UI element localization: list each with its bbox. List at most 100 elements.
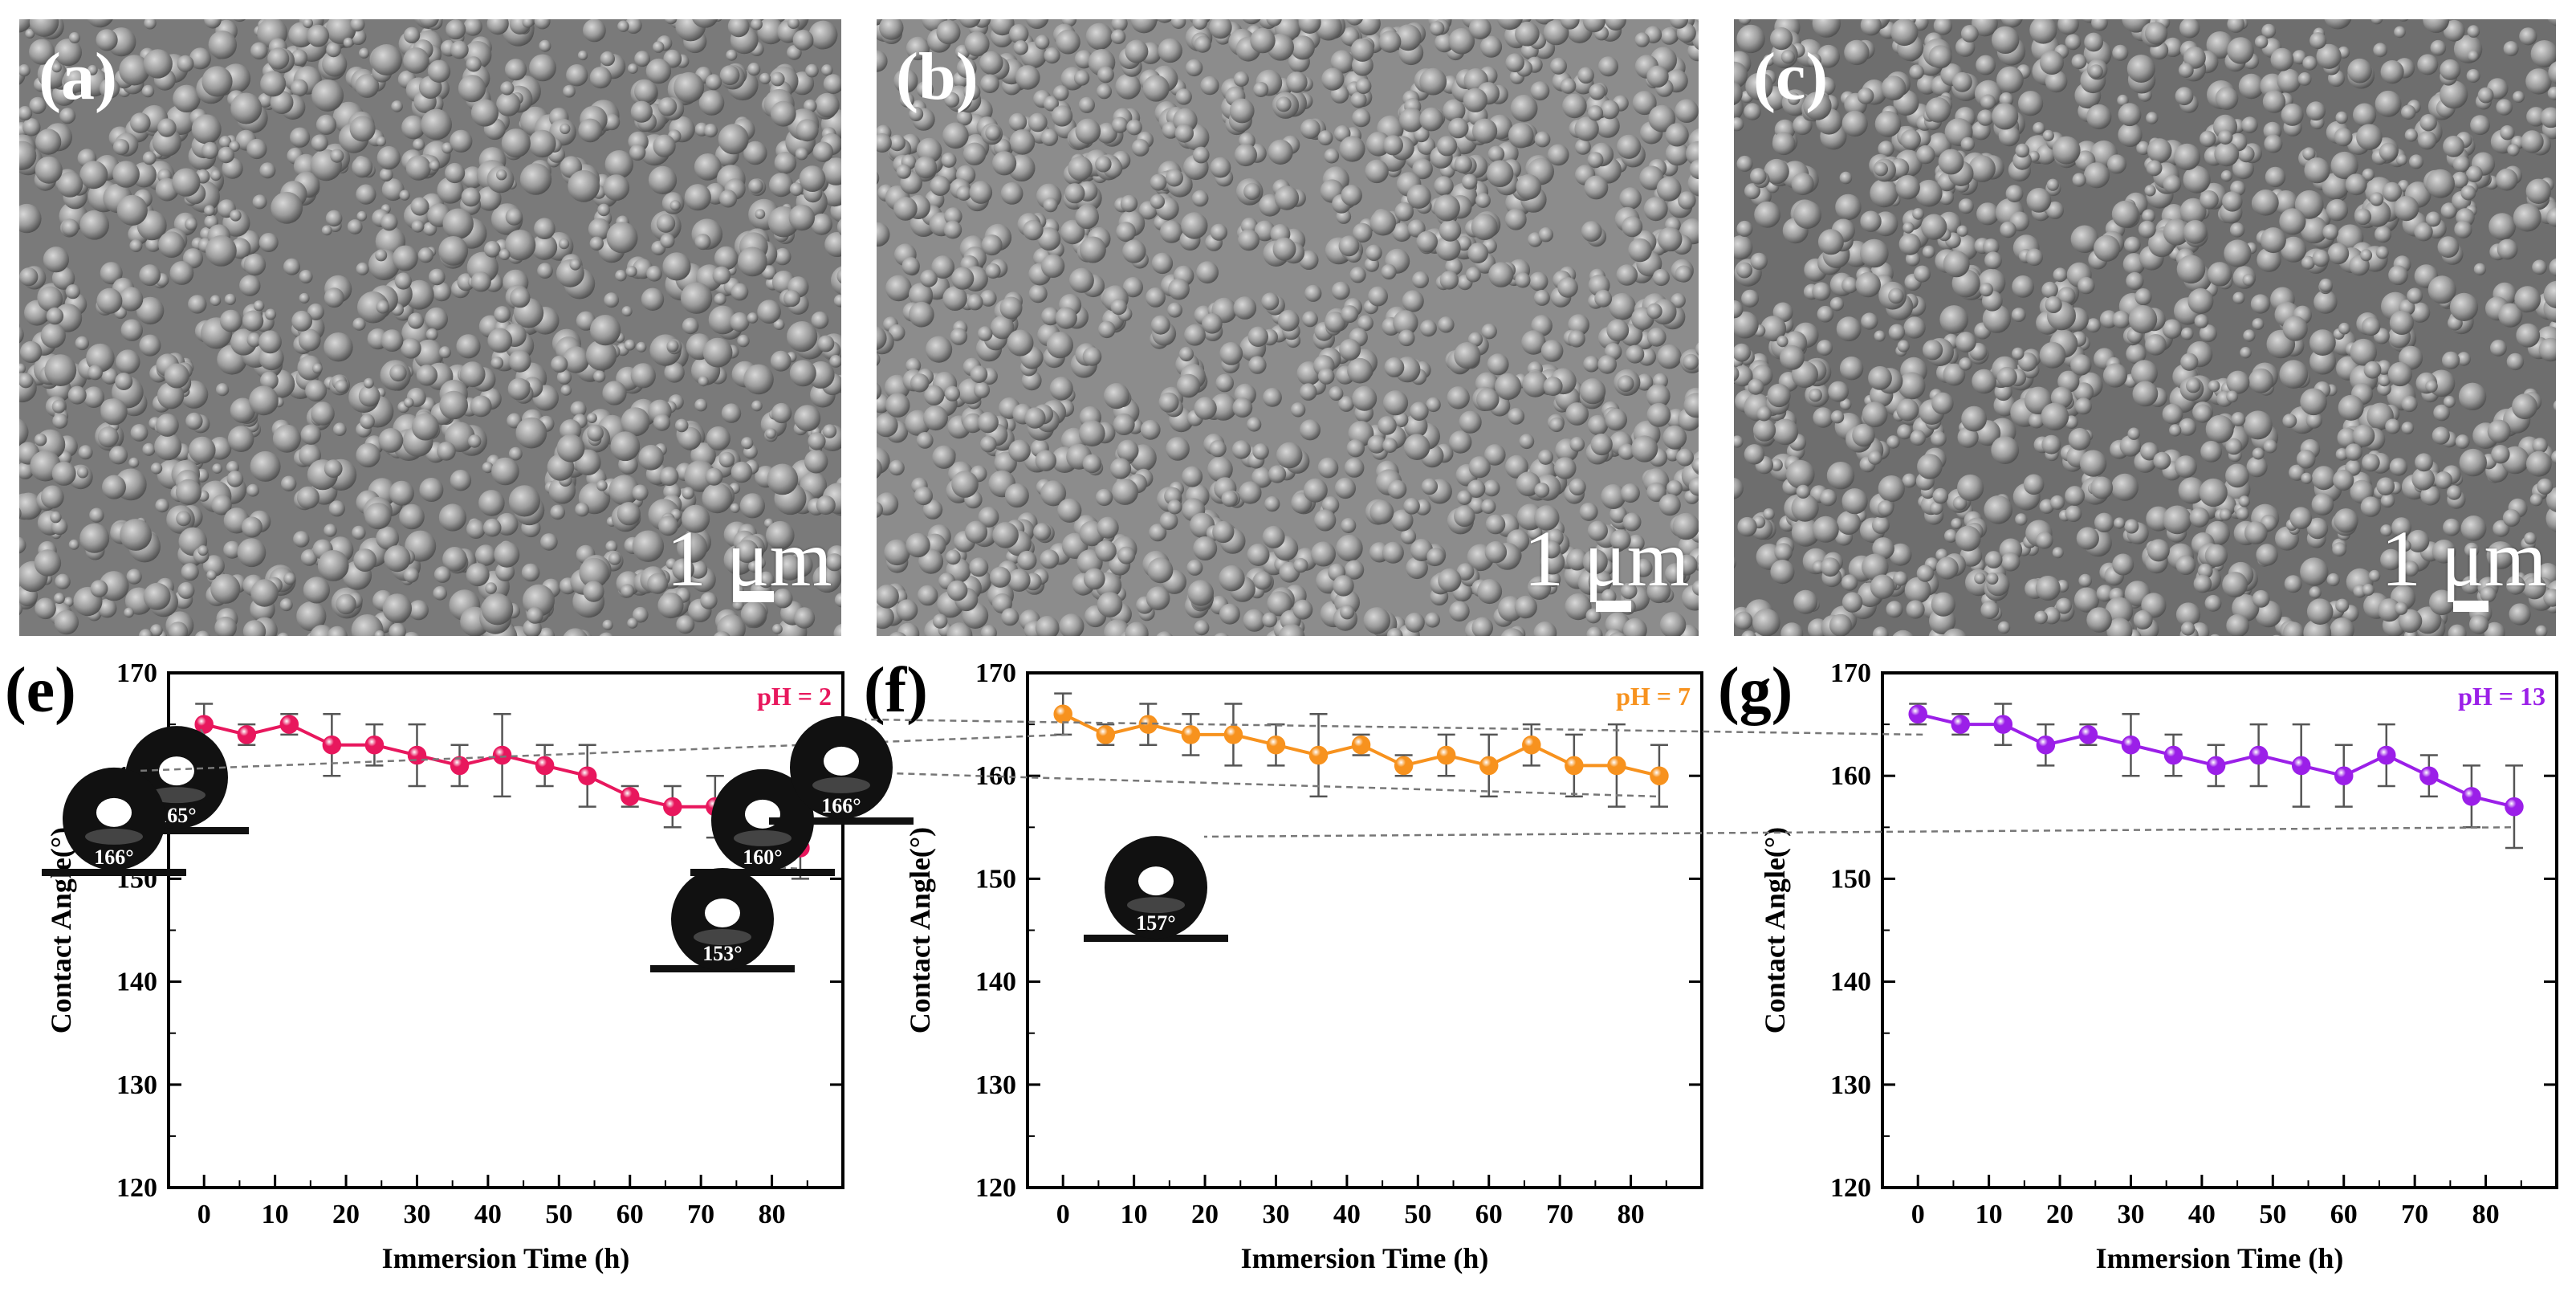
- droplet-inset-end: 153°: [650, 867, 795, 972]
- x-tick-label-60: 60: [2330, 1200, 2358, 1229]
- y-tick-label-120: 120: [116, 1173, 157, 1203]
- data-point: [620, 787, 640, 806]
- x-tick-label-30: 30: [2117, 1200, 2144, 1229]
- y-tick-label-140: 140: [1830, 968, 1871, 997]
- data-point: [2036, 735, 2056, 755]
- y-tick-label-120: 120: [975, 1173, 1016, 1203]
- droplet-inset-end-label: 153°: [702, 942, 742, 965]
- data-point: [2291, 756, 2311, 776]
- inset-arrow: [137, 733, 1068, 772]
- sem-grains: [19, 19, 841, 636]
- chart-e-ph2: 12013014015016017001020304050607080Immer…: [0, 658, 859, 1293]
- panel-label-e: (e): [5, 655, 76, 726]
- data-point: [1394, 756, 1414, 776]
- y-tick-label-150: 150: [975, 864, 1016, 894]
- x-tick-label-10: 10: [1976, 1200, 2003, 1229]
- x-tick-label-30: 30: [1262, 1200, 1289, 1229]
- y-tick-label-140: 140: [975, 968, 1016, 997]
- scale-bar-b: [1596, 601, 1631, 612]
- x-tick-label-0: 0: [197, 1200, 211, 1229]
- inset-arrow: [865, 718, 1923, 736]
- x-tick-label-20: 20: [2046, 1200, 2073, 1229]
- y-tick-label-120: 120: [1830, 1173, 1871, 1203]
- y-tick-label-130: 130: [1830, 1070, 1871, 1100]
- y-tick-label-150: 150: [1830, 864, 1871, 894]
- x-tick-label-30: 30: [403, 1200, 430, 1229]
- data-point: [2505, 797, 2524, 817]
- scale-bar-c: [2453, 601, 2489, 612]
- droplet-inset-start: 166°: [42, 767, 186, 876]
- x-tick-label-0: 0: [1056, 1200, 1070, 1229]
- x-tick-label-20: 20: [332, 1200, 360, 1229]
- data-point: [1908, 704, 1927, 724]
- y-tick-label-170: 170: [975, 658, 1016, 688]
- data-point: [1565, 756, 1584, 776]
- data-point: [663, 797, 682, 817]
- data-point: [1522, 735, 1541, 755]
- x-tick-label-50: 50: [2259, 1200, 2286, 1229]
- sem-grains: [1734, 19, 2556, 636]
- data-point: [2248, 745, 2269, 765]
- data-point: [2462, 787, 2481, 806]
- x-axis-label: Immersion Time (h): [1241, 1242, 1489, 1274]
- data-point: [2377, 745, 2396, 765]
- data-point: [1223, 725, 1243, 744]
- y-axis-label: Contact Angle(°): [45, 827, 77, 1033]
- x-tick-label-0: 0: [1911, 1200, 1925, 1229]
- ph-label: pH = 2: [757, 682, 832, 711]
- data-point: [2121, 735, 2141, 755]
- y-tick-label-130: 130: [116, 1070, 157, 1100]
- chart-g-svg: 120 130 140 150 160 170 0 10 20 30 40 50 60 70 80 Immer…: [769, 658, 2558, 1274]
- sem-image-c: (c) 1 μm: [1734, 19, 2556, 636]
- panel-label-g: (g): [1718, 655, 1793, 726]
- data-point: [1951, 715, 1971, 734]
- sem-image-b: (b) 1 μm: [877, 19, 1699, 636]
- y-tick-label-130: 130: [975, 1070, 1016, 1100]
- x-tick-label-60: 60: [617, 1200, 644, 1229]
- x-tick-label-40: 40: [474, 1200, 502, 1229]
- x-tick-label-40: 40: [2188, 1200, 2216, 1229]
- chart-e-svg: 12013014015016017001020304050607080Immer…: [45, 658, 844, 1274]
- x-tick-label-50: 50: [545, 1200, 572, 1229]
- scale-bar-label-c: 1 μm: [2381, 514, 2547, 603]
- data-point: [1479, 756, 1499, 776]
- data-point: [237, 725, 257, 744]
- data-point: [2334, 766, 2354, 785]
- data-point: [1181, 725, 1201, 744]
- x-tick-label-70: 70: [2401, 1200, 2428, 1229]
- x-axis-label: Immersion Time (h): [382, 1242, 630, 1274]
- x-tick-label-10: 10: [1121, 1200, 1148, 1229]
- data-point: [322, 735, 342, 755]
- data-point: [1266, 735, 1286, 755]
- x-tick-label-80: 80: [759, 1200, 786, 1229]
- y-tick-label-160: 160: [1830, 761, 1871, 791]
- scale-bar-label-b: 1 μm: [1524, 514, 1690, 603]
- data-point: [450, 756, 470, 776]
- data-point: [194, 715, 214, 734]
- y-axis-label: Contact Angle(°): [904, 827, 936, 1033]
- x-tick-label-70: 70: [687, 1200, 714, 1229]
- panel-label-b: (b): [896, 39, 979, 114]
- x-tick-label-70: 70: [1546, 1200, 1573, 1229]
- y-axis-label: Contact Angle(°): [1759, 827, 1791, 1033]
- y-tick-label-170: 170: [1830, 658, 1871, 688]
- data-point: [1096, 725, 1116, 744]
- x-axis-label: Immersion Time (h): [2096, 1242, 2344, 1274]
- x-tick-label-10: 10: [262, 1200, 289, 1229]
- chart-f-ph7: 120 130 140 150 160 170 0 10 20 30 40 50 60 70 80 Immer…: [42, 658, 1718, 1293]
- scale-bar-label-a: 1 μm: [666, 514, 832, 603]
- sem-image-a: (a) 1 μm: [19, 19, 841, 636]
- droplet-inset-end-label: 160°: [743, 846, 782, 869]
- data-point: [364, 735, 385, 755]
- droplet-inset-start-label: 166°: [821, 794, 861, 817]
- y-tick-label-170: 170: [116, 658, 157, 688]
- x-tick-label-40: 40: [1333, 1200, 1361, 1229]
- droplet-inset-end-label: 157°: [1136, 911, 1175, 935]
- sem-grains: [877, 19, 1699, 636]
- chart-g-ph13: 120 130 140 150 160 170 0 10 20 30 40 50 60 70 80 Immer…: [769, 658, 2573, 1293]
- inset-arrow: [810, 769, 1656, 798]
- ph-label: pH = 7: [1616, 682, 1691, 711]
- data-point: [279, 715, 299, 734]
- plot-frame: [1881, 671, 2558, 1189]
